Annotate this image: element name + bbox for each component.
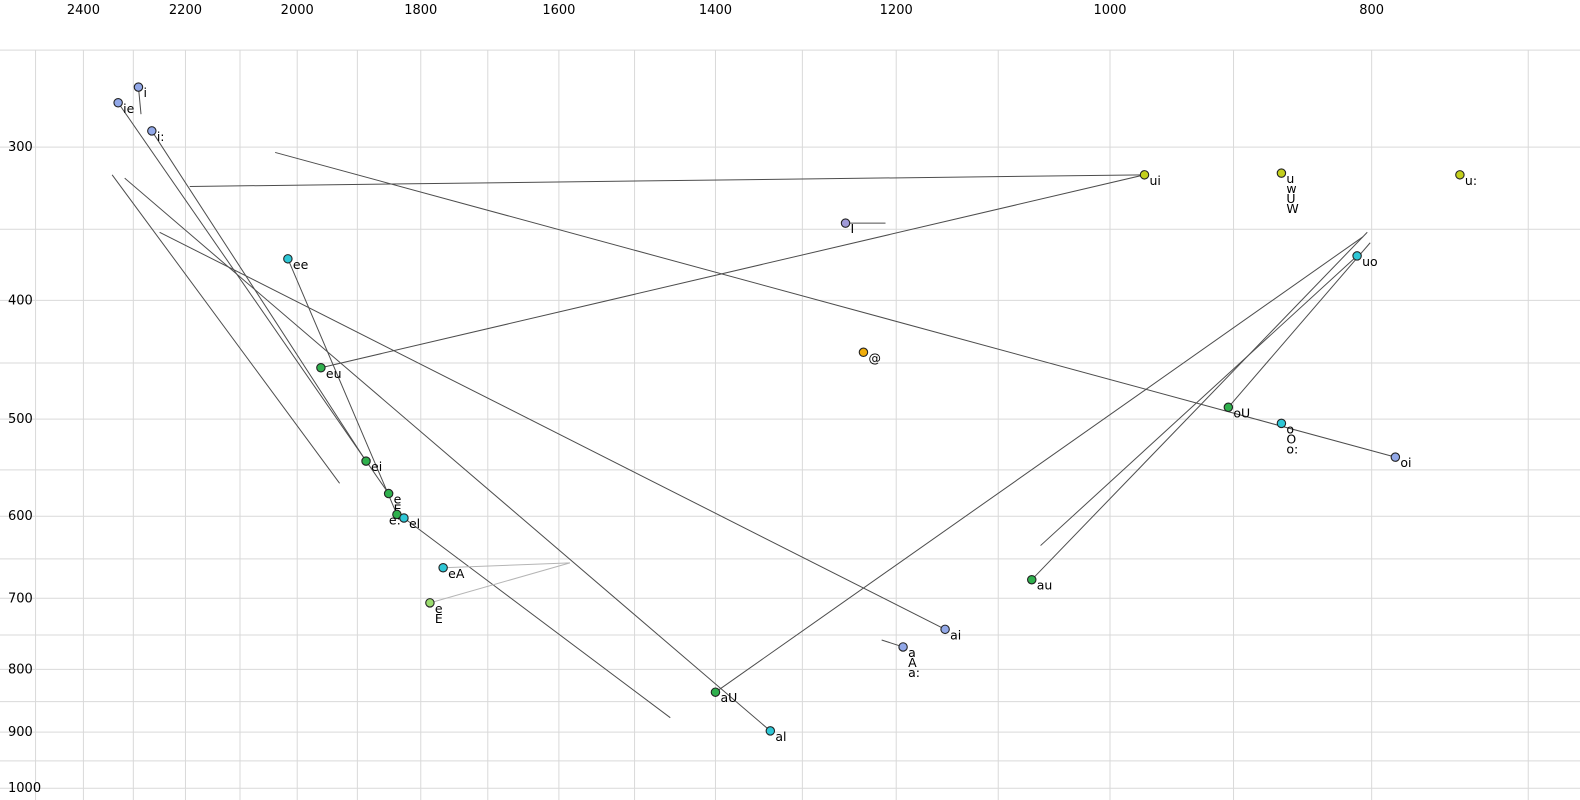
vowel-point-a[interactable] <box>898 642 908 652</box>
vowel-point-oU[interactable] <box>1223 402 1234 413</box>
trajectory-line <box>443 562 570 569</box>
vowel-point-label-a: a <box>908 645 916 660</box>
trajectory-line <box>275 151 1396 458</box>
trajectory-line <box>715 236 1364 693</box>
vowel-point-aU[interactable] <box>710 687 721 697</box>
vowel-point-label-i-long: i: <box>157 129 165 144</box>
vowel-point-al[interactable] <box>765 726 776 736</box>
vowel-point-label-e: e <box>394 492 402 507</box>
vowel-point-el[interactable] <box>399 513 409 523</box>
vowel-point-label-e: E <box>394 502 402 517</box>
y-axis-tick-label: 700 <box>8 591 33 606</box>
vowel-point-ai[interactable] <box>940 624 950 635</box>
vowel-point-label-au: au <box>1037 578 1053 593</box>
vowel-point-label-aU: aU <box>720 690 737 705</box>
trajectory-line <box>1040 255 1358 546</box>
vowel-point-o[interactable] <box>1276 418 1287 429</box>
trajectory-layer <box>111 87 1396 732</box>
vowel-point-u-long[interactable] <box>1455 170 1465 180</box>
y-axis-tick-label: 900 <box>8 725 33 740</box>
x-axis-tick-label: 2400 <box>67 3 100 18</box>
vowel-point-uo[interactable] <box>1352 251 1362 261</box>
vowel-point-eu[interactable] <box>316 363 326 373</box>
vowel-point-ui[interactable] <box>1139 170 1150 180</box>
y-axis-tick-label: 600 <box>8 509 33 524</box>
y-axis-tick-label: 800 <box>8 662 33 677</box>
trajectory-line <box>159 231 946 630</box>
vowel-point-e-gray[interactable] <box>425 598 435 608</box>
vowel-point-label-schwa: @ <box>868 350 881 365</box>
vowel-point-label-o: o: <box>1286 441 1298 456</box>
vowel-point-label-i: i <box>143 85 146 100</box>
vowel-point-schwa[interactable] <box>858 347 869 358</box>
vowel-point-label-oU: oU <box>1233 405 1250 420</box>
y-axis-tick-label: 500 <box>8 412 33 427</box>
trajectory-line <box>151 130 367 462</box>
vowel-point-label-el: el <box>409 516 420 531</box>
vowel-point-label-al: al <box>775 729 786 744</box>
vowel-point-label-a: A <box>908 655 917 670</box>
x-axis-tick-label: 2000 <box>281 3 314 18</box>
vowel-point-label-eA: eA <box>448 566 465 581</box>
trajectory-line <box>189 174 1145 187</box>
x-axis-tick-label: 1600 <box>542 3 575 18</box>
vowel-point-e[interactable] <box>383 488 394 499</box>
vowel-point-u[interactable] <box>1276 168 1287 178</box>
vowel-point-ie[interactable] <box>113 98 123 108</box>
y-axis-tick-label: 300 <box>8 140 33 155</box>
vowel-point-au[interactable] <box>1027 574 1037 585</box>
vowel-point-label-eu: eu <box>326 366 342 381</box>
vowel-point-i-long[interactable] <box>147 126 157 136</box>
trajectory-line <box>403 517 671 719</box>
y-axis-tick-label: 1000 <box>8 781 41 796</box>
vowel-point-label-ui: ui <box>1150 173 1161 188</box>
vowel-point-label-ee: ee <box>293 257 309 272</box>
vowel-point-label-oi: oi <box>1400 455 1411 470</box>
vowel-point-label-u: W <box>1286 201 1298 216</box>
vowel-point-label-I: I <box>851 221 855 236</box>
vowel-point-ei[interactable] <box>361 456 371 466</box>
vowel-point-label-u: w <box>1286 181 1296 196</box>
grid-layer <box>0 49 1580 800</box>
vowel-point-label-ie: ie <box>123 101 134 116</box>
trajectory-line <box>117 102 390 494</box>
vowel-point-label-e-long: e: <box>389 512 401 527</box>
vowel-point-oi[interactable] <box>1390 452 1401 462</box>
x-axis-tick-label: 1000 <box>1093 3 1126 18</box>
trajectory-line <box>320 174 1145 369</box>
vowel-point-label-u: u <box>1286 171 1294 186</box>
x-axis-tick-label: 1200 <box>880 3 913 18</box>
vowel-point-label-o: O <box>1286 431 1296 446</box>
trajectory-line <box>429 562 571 604</box>
vowel-point-i[interactable] <box>133 82 144 92</box>
vowel-point-label-ei: ei <box>371 459 382 474</box>
vowel-point-label-e-gray: e <box>435 601 443 616</box>
vowel-point-label-o: o <box>1286 421 1294 436</box>
vowel-point-label-e-gray: E <box>435 611 443 626</box>
trajectory-line <box>287 258 398 515</box>
vowel-point-ee[interactable] <box>283 254 293 264</box>
vowel-point-label-ai: ai <box>950 627 961 642</box>
trajectory-line <box>1227 242 1371 408</box>
vowel-point-eA[interactable] <box>438 563 448 573</box>
x-axis-tick-label: 2200 <box>169 3 202 18</box>
x-axis-tick-label: 1800 <box>404 3 437 18</box>
vowel-point-I[interactable] <box>840 218 851 228</box>
x-axis-tick-label: 1400 <box>699 3 732 18</box>
vowel-point-label-u-long: u: <box>1465 173 1477 188</box>
trajectory-line <box>111 174 341 484</box>
axis-layer: 2400 2200 2000 1800 1600 1400 1200 1000 800 300 40… <box>8 3 1384 796</box>
vowel-point-label-uo: uo <box>1362 254 1378 269</box>
vowel-point-label-u: U <box>1286 191 1295 206</box>
x-axis-tick-label: 800 <box>1359 3 1384 18</box>
trajectory-line <box>1031 231 1368 581</box>
vowel-point-label-a: a: <box>908 665 920 680</box>
trajectory-line <box>124 177 771 732</box>
y-axis-tick-label: 400 <box>8 293 33 308</box>
